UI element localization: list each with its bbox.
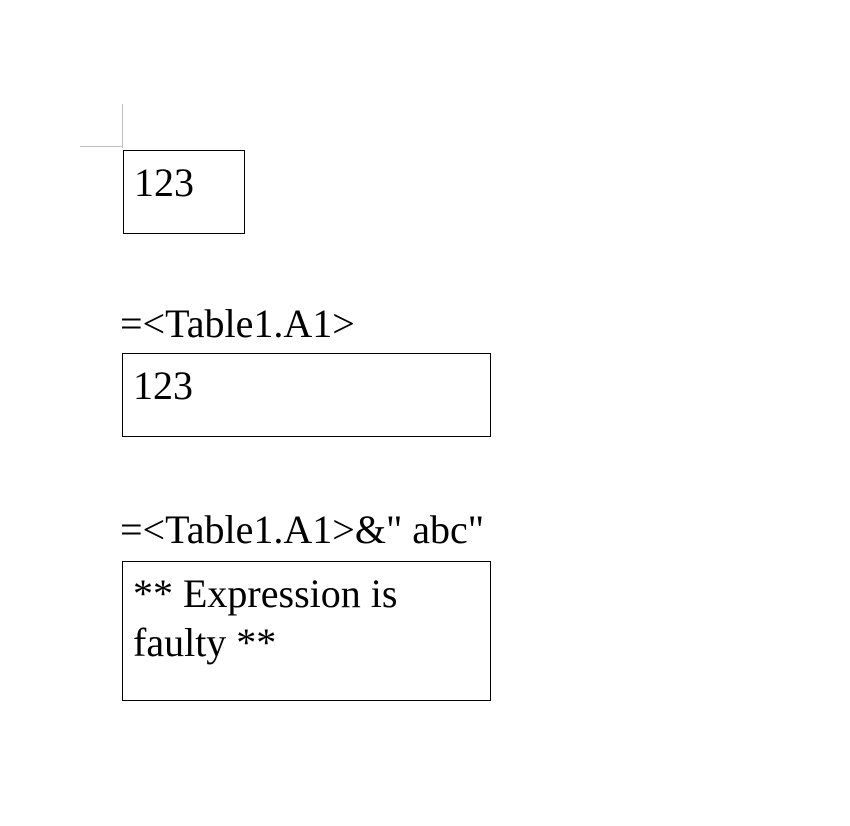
formula-label-1[interactable]: =<Table1.A1> [120,300,355,348]
margin-guide-vertical [122,104,123,148]
text-frame-reference-1[interactable]: 123 [122,353,491,437]
page-margin-corner [80,104,124,148]
margin-guide-horizontal [80,146,122,147]
table-cell-a1[interactable]: 123 [123,150,245,234]
text-frame-reference-2[interactable]: ** Expression is faulty ** [122,561,491,701]
document-canvas: 123 =<Table1.A1> 123 =<Table1.A1>&" abc"… [0,0,850,826]
reference-result-1: 123 [133,362,193,411]
table-cell-value: 123 [134,159,194,208]
reference-result-2: ** Expression is faulty ** [133,571,397,665]
formula-label-2[interactable]: =<Table1.A1>&" abc" [120,506,484,554]
